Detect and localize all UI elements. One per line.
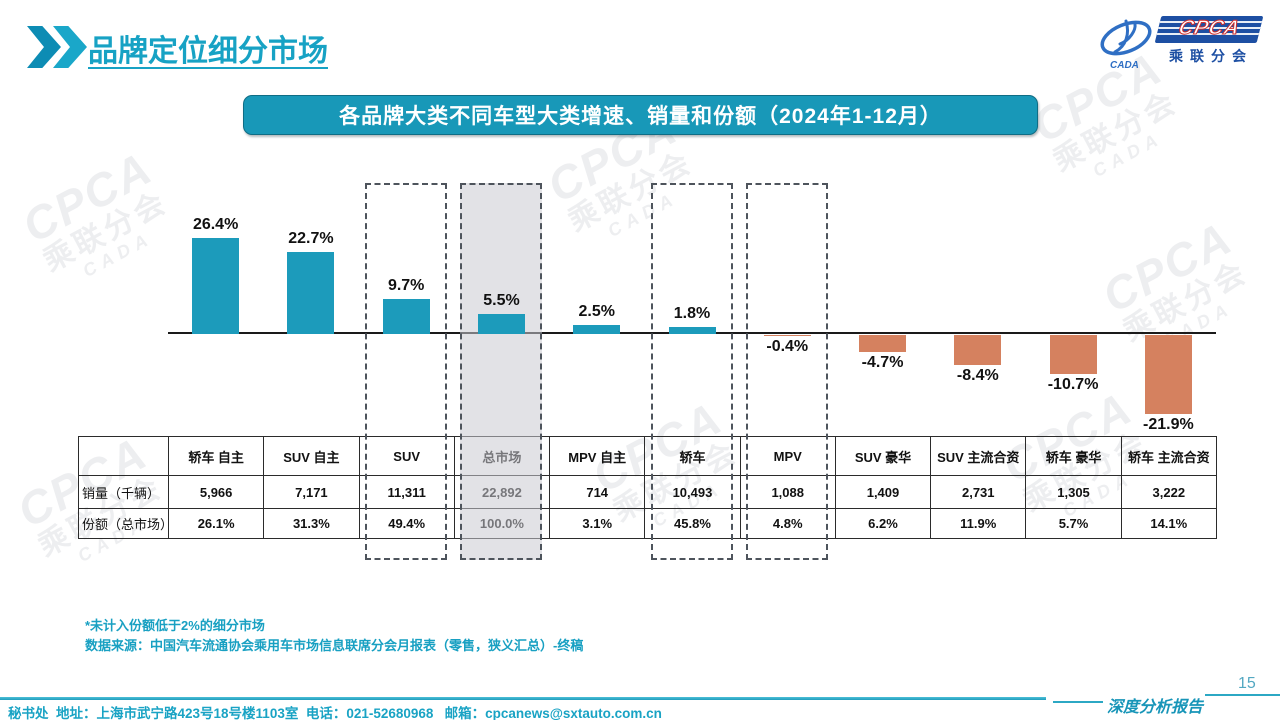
highlight-box-MPV — [746, 183, 829, 560]
cpca-text: CPCA — [1176, 17, 1243, 40]
report-divider-right — [1205, 694, 1280, 696]
table-cell: 45.8% — [644, 508, 741, 539]
bar-value-label: 9.7% — [387, 276, 425, 294]
page-title: 品牌定位细分市场 — [88, 35, 328, 68]
chevron-icon — [27, 26, 61, 68]
cpca-watermark: CPCA 乘联分会 CADA — [13, 141, 174, 281]
table-column-header: 轿车 自主 — [167, 436, 265, 476]
chart-title: 各品牌大类不同车型大类增速、销量和份额（2024年1-12月） — [339, 105, 942, 128]
chart-bar-轿车 — [668, 327, 716, 334]
table-column-header: 轿车 豪华 — [1025, 436, 1122, 476]
footnote-source: 数据来源：中国汽车流通协会乘用车市场信息联席分会月报表（零售，狭义汇总）-终稿 — [85, 638, 584, 654]
table-cell: 49.4% — [358, 508, 455, 539]
footer-divider — [0, 697, 1046, 700]
bar-value-label: -8.4% — [956, 367, 999, 385]
highlight-box-总市场 — [460, 183, 543, 560]
table-cell: 1,305 — [1025, 475, 1122, 509]
table-column-header: MPV — [739, 436, 836, 476]
table-cell: 714 — [549, 475, 646, 509]
table-cell: 11.9% — [930, 508, 1027, 539]
bar-value-label: -10.7% — [1047, 375, 1099, 393]
bar-value-label: 26.4% — [192, 216, 239, 234]
table-cell: 5,966 — [167, 475, 265, 509]
page-number: 15 — [1238, 675, 1256, 692]
table-column-header: 轿车 主流合资 — [1120, 436, 1217, 476]
cada-oval-icon: CADA — [1096, 16, 1158, 72]
table-row: 份额（总市场）26.1%31.3%49.4%100.0%3.1%45.8%4.8… — [78, 508, 1217, 539]
chart-bar-总市场 — [477, 314, 525, 334]
cpca-band: CPCA — [1154, 16, 1264, 43]
table-row-label: 份额（总市场） — [78, 508, 169, 539]
table-cell: 31.3% — [263, 508, 360, 539]
chart-bar-轿车 自主 — [192, 238, 240, 334]
report-divider-left — [1053, 701, 1103, 703]
footnotes: *未计入份额低于2%的细分市场 数据来源：中国汽车流通协会乘用车市场信息联席分会… — [85, 616, 583, 656]
cpca-logo: CADA CPCA 乘联分会 — [1096, 16, 1268, 74]
table-column-header: SUV — [358, 436, 455, 476]
bar-value-label: 5.5% — [483, 292, 520, 310]
chart-bar-SUV — [382, 298, 430, 334]
table-cell: 3.1% — [549, 508, 646, 539]
table-corner-cell — [78, 436, 169, 476]
chart-title-banner: 各品牌大类不同车型大类增速、销量和份额（2024年1-12月） — [243, 95, 1038, 135]
table-row: 销量（千辆）5,9667,17111,31122,89271410,4931,0… — [78, 475, 1217, 509]
table-cell: 1,088 — [739, 475, 836, 509]
report-title: 深度分析报告 — [1107, 697, 1204, 716]
highlight-box-SUV — [365, 183, 448, 560]
chart-bar-SUV 自主 — [287, 251, 335, 334]
table-cell: 3,222 — [1120, 475, 1217, 509]
bar-value-label: -21.9% — [1143, 416, 1194, 434]
table-cell: 5.7% — [1025, 508, 1122, 539]
table-cell: 26.1% — [167, 508, 265, 539]
cpca-org-name: 乘联分会 — [1169, 48, 1253, 64]
table-row-label: 销量（千辆） — [78, 475, 169, 509]
footnote-exclusion: *未计入份额低于2%的细分市场 — [85, 618, 265, 633]
table-column-header: SUV 主流合资 — [930, 436, 1027, 476]
table-cell: 4.8% — [739, 508, 836, 539]
bar-value-label: 2.5% — [578, 302, 615, 320]
bar-value-label: 1.8% — [673, 305, 711, 323]
bar-value-label: 22.7% — [288, 229, 334, 247]
table-cell: 6.2% — [834, 508, 932, 539]
table-column-header: SUV 豪华 — [834, 436, 932, 476]
chart-bar-MPV — [763, 335, 811, 337]
bar-value-label: -0.4% — [766, 338, 809, 356]
chart: 26.4% 22.7% 9.7% 5.5% 2.5% 1.8% -0.4% -4.7% -8.4… — [168, 183, 1216, 560]
chart-bar-SUV 豪华 — [859, 335, 907, 352]
bar-value-label: -4.7% — [861, 354, 904, 371]
table-column-header: SUV 自主 — [263, 436, 360, 476]
chart-bar-轿车 主流合资 — [1144, 335, 1192, 415]
highlight-box-轿车 — [651, 183, 733, 560]
table-cell: 10,493 — [644, 475, 741, 509]
cpca-wordmark: CPCA 乘联分会 — [1154, 16, 1264, 74]
cada-text: CADA — [1110, 60, 1139, 71]
chart-bar-SUV 主流合资 — [954, 335, 1002, 366]
footer-contact: 秘书处 地址：上海市武宁路423号18号楼1103室 电话：021-526809… — [8, 706, 662, 720]
table-cell: 14.1% — [1120, 508, 1217, 539]
chart-bar-轿车 豪华 — [1049, 335, 1097, 374]
chart-bar-MPV 自主 — [573, 324, 621, 334]
